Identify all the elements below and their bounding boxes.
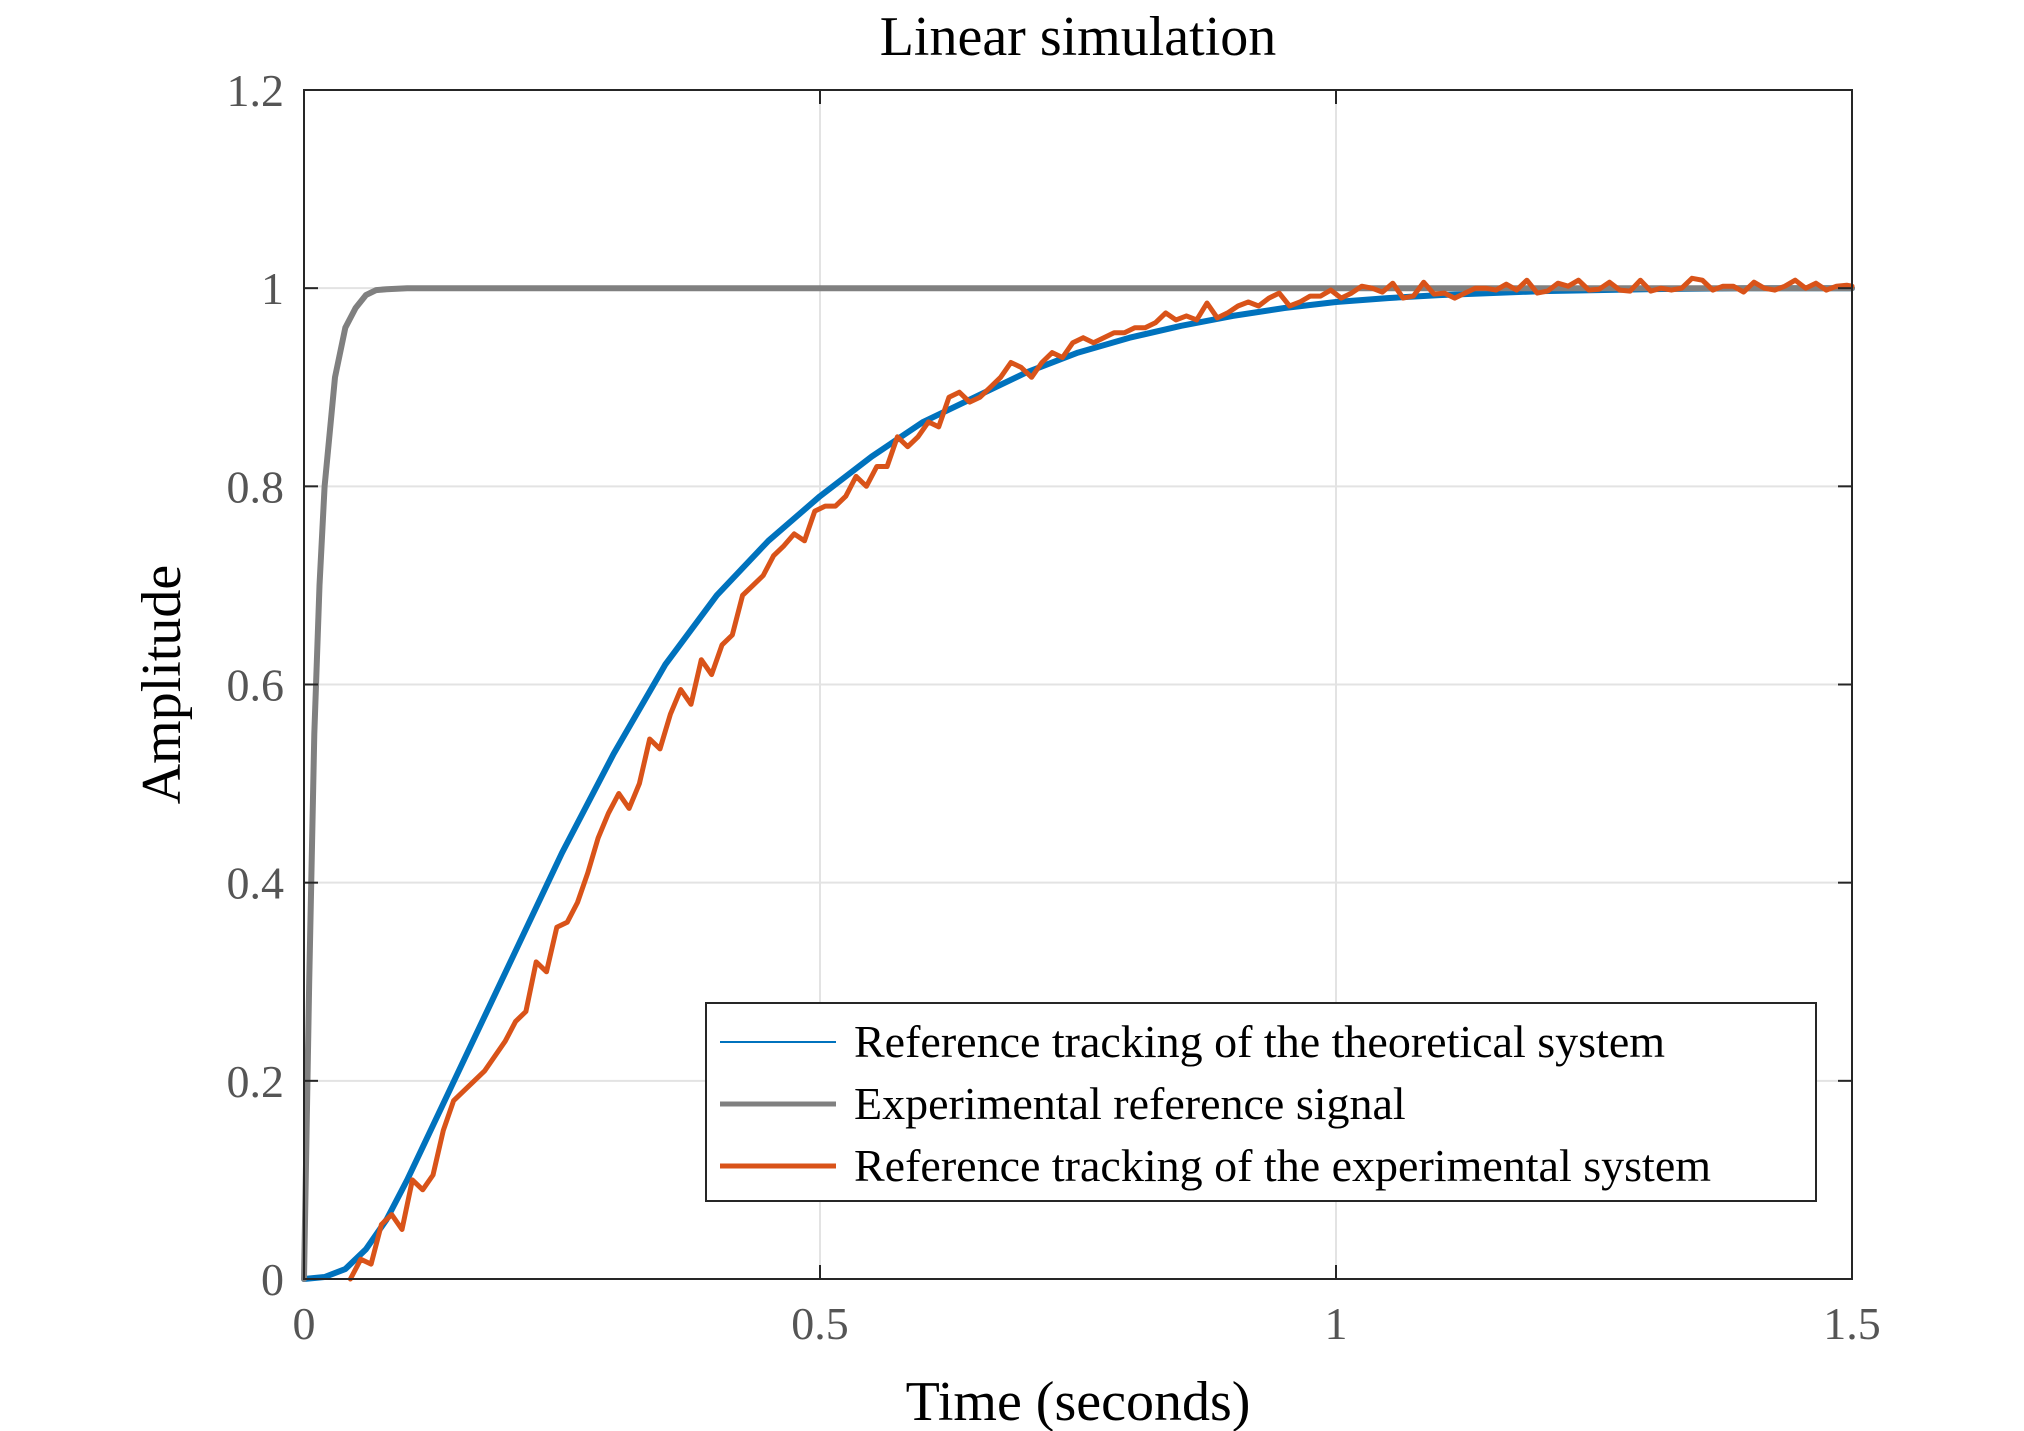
y-tick-label: 1 (261, 263, 284, 314)
x-axis-label: Time (seconds) (906, 1371, 1251, 1431)
series-line-2 (301, 285, 1855, 1282)
chart-title: Linear simulation (880, 6, 1277, 68)
series-line-3 (347, 275, 1855, 1282)
y-tick-label: 1.2 (227, 65, 285, 116)
y-tick-label: 0.4 (227, 858, 285, 909)
series-layer (301, 275, 1855, 1282)
x-tick-label: 0.5 (791, 1298, 849, 1349)
x-tick-label: 1.5 (1823, 1298, 1881, 1349)
x-tick-label: 0 (293, 1298, 316, 1349)
y-tick-label: 0.8 (227, 461, 285, 512)
legend-label-1: Reference tracking of the theoretical sy… (854, 1016, 1665, 1067)
legend-label-2: Experimental reference signal (854, 1078, 1406, 1129)
legend: Reference tracking of the theoretical sy… (705, 1002, 1817, 1202)
y-axis-label: Amplitude (131, 565, 193, 805)
y-tick-label: 0.6 (227, 660, 285, 711)
x-tick-label: 1 (1325, 1298, 1348, 1349)
series-line-1 (301, 285, 1855, 1282)
legend-box (705, 1002, 1817, 1202)
y-tick-label: 0.2 (227, 1056, 285, 1107)
legend-label-3: Reference tracking of the experimental s… (854, 1140, 1711, 1191)
ticks (303, 89, 1853, 1280)
y-tick-label: 0 (261, 1254, 284, 1305)
tick-labels: 0 0.5 1 1.5 0 0.2 0.4 0.6 0.8 1 1.2 (227, 65, 1881, 1349)
